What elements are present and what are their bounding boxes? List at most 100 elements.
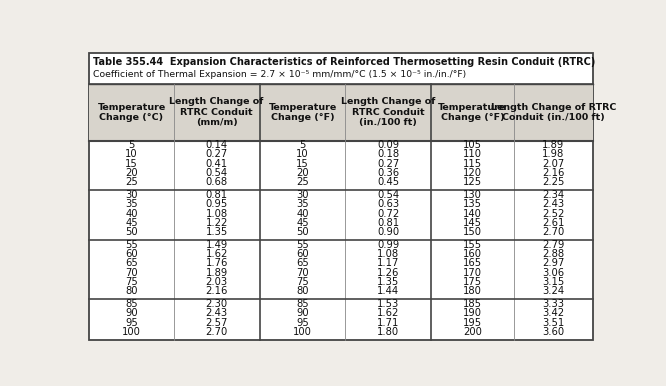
Text: 0.09: 0.09 [377,140,400,150]
Text: 90: 90 [125,308,138,318]
Text: 0.99: 0.99 [377,240,400,250]
Text: 2.16: 2.16 [206,286,228,296]
Text: 2.25: 2.25 [542,177,565,187]
Text: 120: 120 [463,168,482,178]
Text: 65: 65 [296,258,309,268]
Text: Table 355.44  Expansion Characteristics of Reinforced Thermosetting Resin Condui: Table 355.44 Expansion Characteristics o… [93,57,595,67]
Text: 25: 25 [125,177,138,187]
Text: 1.22: 1.22 [206,218,228,228]
Text: 85: 85 [125,299,138,309]
Text: 55: 55 [296,240,309,250]
Text: 2.16: 2.16 [542,168,565,178]
Text: 60: 60 [125,249,138,259]
Text: 10: 10 [296,149,309,159]
Text: 200: 200 [463,327,482,337]
Text: 0.41: 0.41 [206,159,228,169]
Text: 2.70: 2.70 [206,327,228,337]
Text: Coefficient of Thermal Expansion = 2.7 × 10⁻⁵ mm/mm/°C (1.5 × 10⁻⁵ in./in./°F): Coefficient of Thermal Expansion = 2.7 ×… [93,70,466,79]
Text: 1.89: 1.89 [206,268,228,278]
Text: 2.79: 2.79 [542,240,565,250]
Text: 100: 100 [293,327,312,337]
Text: 20: 20 [296,168,309,178]
Text: 3.33: 3.33 [543,299,565,309]
Text: 50: 50 [296,227,309,237]
Text: 190: 190 [463,308,482,318]
Text: 1.44: 1.44 [377,286,400,296]
Text: 0.27: 0.27 [206,149,228,159]
Text: 70: 70 [125,268,138,278]
Text: 185: 185 [463,299,482,309]
Text: 75: 75 [125,277,138,287]
Text: 70: 70 [296,268,309,278]
Text: 0.14: 0.14 [206,140,228,150]
Text: 1.62: 1.62 [206,249,228,259]
Text: 110: 110 [463,149,482,159]
Text: 45: 45 [296,218,309,228]
Text: 0.18: 0.18 [377,149,400,159]
Text: 30: 30 [125,190,138,200]
Text: 85: 85 [296,299,309,309]
Text: Length Change of RTRC
Conduit (in./100 ft): Length Change of RTRC Conduit (in./100 f… [491,103,616,122]
Text: 2.34: 2.34 [542,190,565,200]
Text: 2.07: 2.07 [542,159,565,169]
Text: 0.27: 0.27 [377,159,400,169]
Text: 40: 40 [296,208,309,218]
Text: 60: 60 [296,249,309,259]
Text: Length Change of
RTRC Conduit
(mm/m): Length Change of RTRC Conduit (mm/m) [169,97,264,127]
Text: 3.51: 3.51 [542,318,565,328]
Text: 10: 10 [125,149,138,159]
Text: 5: 5 [300,140,306,150]
Text: 145: 145 [463,218,482,228]
Text: 1.53: 1.53 [377,299,400,309]
Text: 45: 45 [125,218,138,228]
Text: 1.08: 1.08 [377,249,400,259]
Text: 5: 5 [129,140,135,150]
Text: 0.36: 0.36 [377,168,400,178]
Text: 2.97: 2.97 [542,258,565,268]
Text: 1.71: 1.71 [377,318,400,328]
Text: 95: 95 [125,318,138,328]
Text: 55: 55 [125,240,138,250]
Text: 1.80: 1.80 [377,327,400,337]
Text: Temperature
Change (°F): Temperature Change (°F) [268,103,337,122]
Text: Temperature
Change (°F): Temperature Change (°F) [438,103,507,122]
Text: 140: 140 [463,208,482,218]
Text: 3.60: 3.60 [542,327,565,337]
Text: Temperature
Change (°C): Temperature Change (°C) [97,103,166,122]
Text: 0.63: 0.63 [377,199,400,209]
Text: 25: 25 [296,177,309,187]
Bar [89,84,593,141]
Text: 15: 15 [296,159,309,169]
Text: 95: 95 [296,318,309,328]
Text: 1.17: 1.17 [377,258,400,268]
Text: 20: 20 [125,168,138,178]
Text: 175: 175 [463,277,482,287]
Text: 2.57: 2.57 [206,318,228,328]
Text: 125: 125 [463,177,482,187]
Text: 3.24: 3.24 [542,286,565,296]
Text: 1.08: 1.08 [206,208,228,218]
Text: 40: 40 [125,208,138,218]
Text: 2.43: 2.43 [206,308,228,318]
Text: 2.43: 2.43 [542,199,565,209]
Text: 0.81: 0.81 [377,218,400,228]
Text: Length Change of
RTRC Conduit
(in./100 ft): Length Change of RTRC Conduit (in./100 f… [341,97,436,127]
Text: 150: 150 [463,227,482,237]
Text: 1.35: 1.35 [206,227,228,237]
Text: 3.42: 3.42 [542,308,565,318]
Text: 15: 15 [125,159,138,169]
Text: 30: 30 [296,190,309,200]
Text: 2.03: 2.03 [206,277,228,287]
Text: 100: 100 [122,327,141,337]
Text: 0.68: 0.68 [206,177,228,187]
Text: 2.70: 2.70 [542,227,565,237]
Text: 35: 35 [125,199,138,209]
Text: 75: 75 [296,277,309,287]
Text: 1.98: 1.98 [542,149,565,159]
Text: 1.35: 1.35 [377,277,400,287]
Text: 1.89: 1.89 [542,140,565,150]
Text: 0.81: 0.81 [206,190,228,200]
Text: 80: 80 [125,286,138,296]
Text: 165: 165 [463,258,482,268]
Text: 195: 195 [463,318,482,328]
